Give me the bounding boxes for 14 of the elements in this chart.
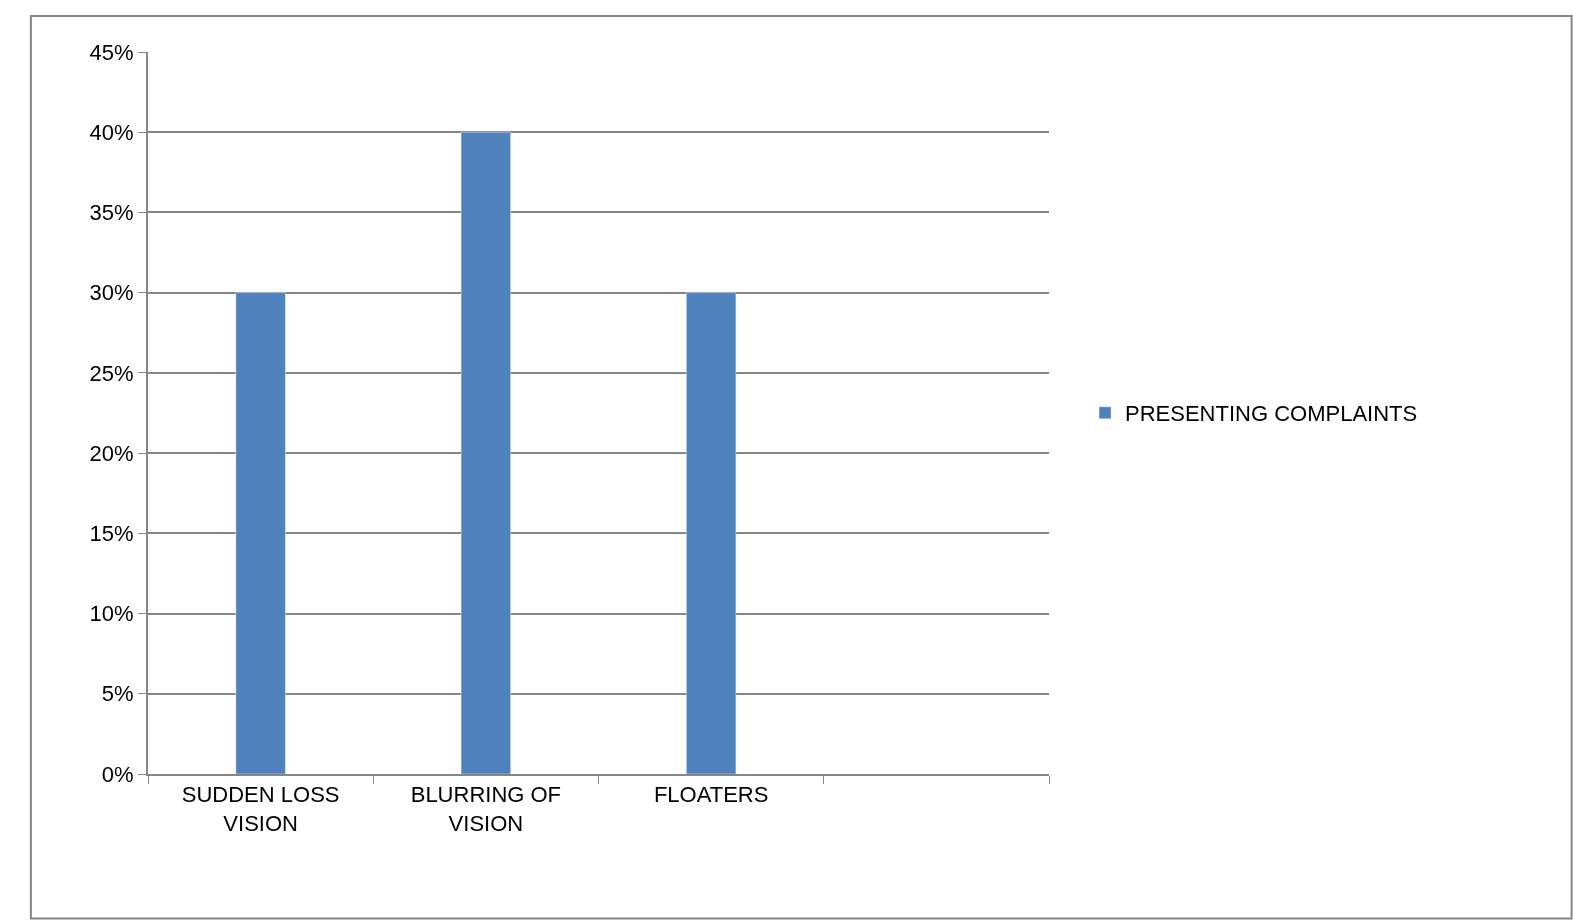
y-tick-label: 0% [101, 761, 134, 787]
y-tick-label: 35% [89, 200, 134, 226]
x-tick-label: BLURRING OF VISION [410, 782, 562, 836]
x-tick-label: SUDDEN LOSS VISION [181, 782, 340, 836]
y-tick-label: 40% [89, 119, 134, 145]
y-tick-label: 45% [89, 39, 134, 65]
y-tick-label: 25% [89, 360, 134, 386]
y-tick-label: 30% [89, 280, 134, 306]
legend-label: PRESENTING COMPLAINTS [1125, 401, 1418, 427]
y-tick-label: 5% [101, 681, 134, 707]
x-tick-label: FLOATERS [653, 782, 769, 808]
y-tick-label: 20% [89, 440, 134, 466]
y-tick-label: 10% [89, 601, 134, 627]
y-tick-label: 15% [89, 521, 134, 547]
